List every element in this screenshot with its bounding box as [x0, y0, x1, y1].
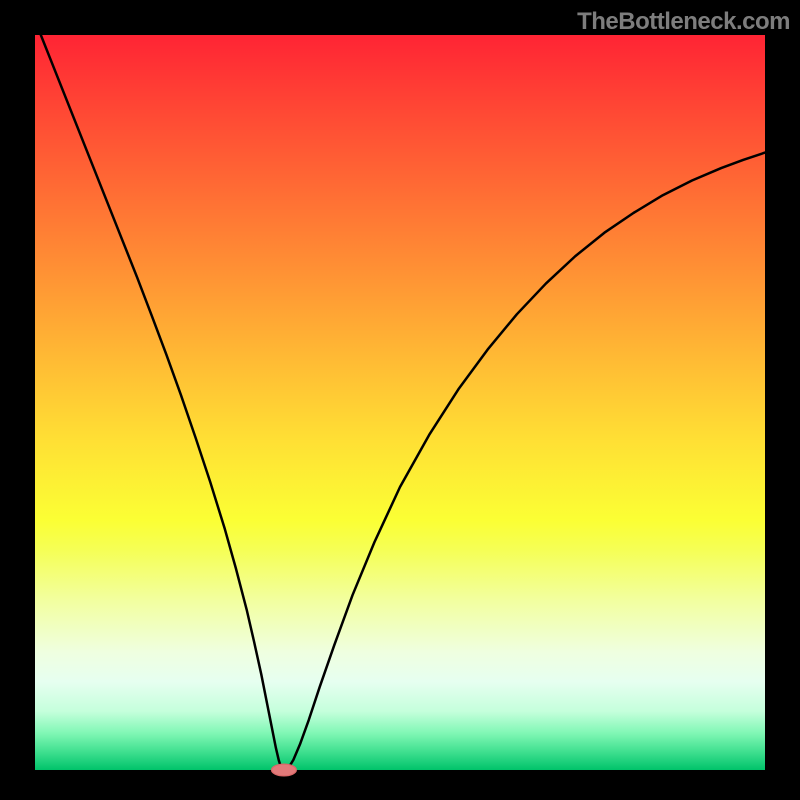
plot-background [35, 35, 765, 770]
chart-svg [0, 0, 800, 800]
optimal-marker [272, 764, 297, 776]
watermark-text: TheBottleneck.com [577, 8, 790, 36]
chart-container: { "meta": { "width": 800, "height": 800,… [0, 0, 800, 800]
